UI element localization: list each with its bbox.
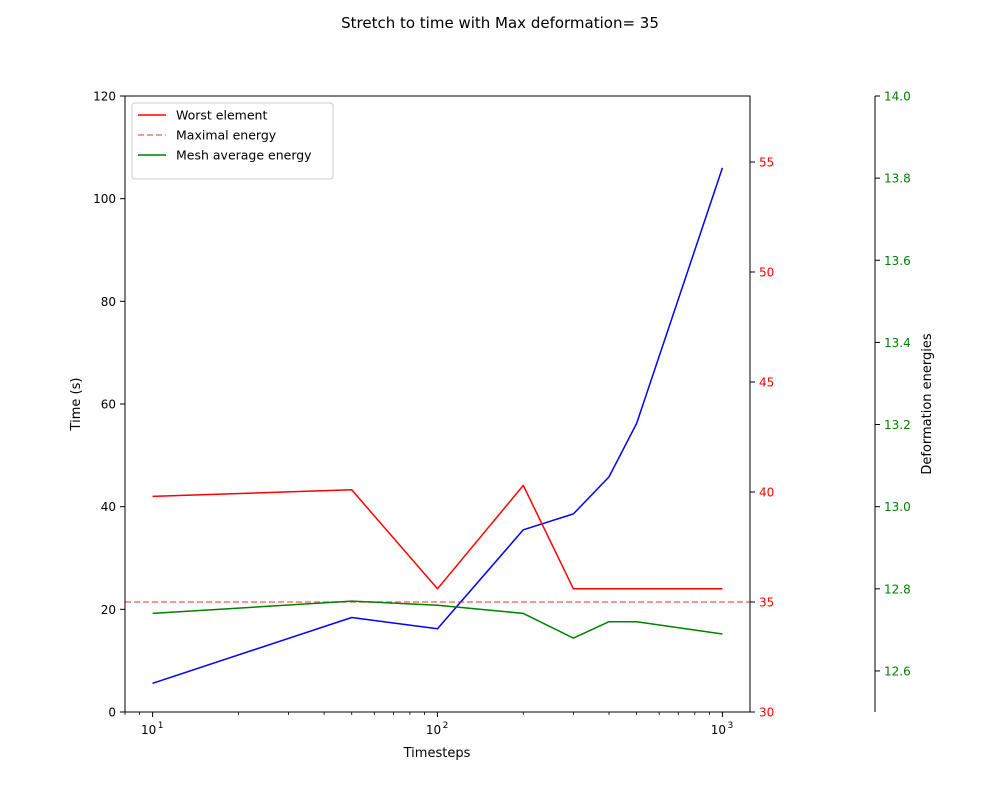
energy-tick-label: 13.6 bbox=[884, 254, 911, 268]
x-tick-exponent: 1 bbox=[158, 721, 164, 731]
legend-label: Mesh average energy bbox=[176, 148, 312, 163]
time-tick-label: 20 bbox=[101, 603, 116, 617]
x-tick-label: 10 bbox=[141, 723, 156, 737]
series-mesh-average-energy bbox=[152, 600, 723, 639]
legend-box bbox=[131, 102, 334, 180]
time-tick-label: 40 bbox=[101, 500, 116, 514]
energy-tick-label: 13.8 bbox=[884, 172, 911, 186]
worst-tick-label: 55 bbox=[759, 156, 774, 170]
legend: Worst element Maximal energy Mesh average … bbox=[131, 102, 334, 180]
energy-tick-label: 13.0 bbox=[884, 500, 911, 514]
time-tick-label: 100 bbox=[93, 192, 116, 206]
worst-tick-label: 45 bbox=[759, 376, 774, 390]
series-time-line bbox=[152, 167, 724, 685]
energy-tick-label: 12.6 bbox=[884, 664, 911, 678]
worst-tick-label: 35 bbox=[759, 596, 774, 610]
legend-label: Maximal energy bbox=[176, 128, 277, 143]
time-axis-label: Time (s) bbox=[69, 378, 84, 432]
worst-tick-label: 50 bbox=[759, 266, 774, 280]
x-axis-label: Timesteps bbox=[403, 746, 471, 761]
plot-frame bbox=[124, 95, 751, 713]
legend-label: Worst element bbox=[176, 108, 267, 123]
energy-tick-label: 12.8 bbox=[884, 582, 911, 596]
x-tick-label: 10 bbox=[426, 723, 441, 737]
series-worst-element bbox=[152, 484, 723, 590]
chart-title: Stretch to time with Max deformation= 35 bbox=[341, 14, 659, 32]
energy-tick-label: 14.0 bbox=[884, 90, 911, 104]
worst-tick-label: 30 bbox=[759, 706, 774, 720]
energy-tick-label: 13.4 bbox=[884, 336, 911, 350]
worst-tick-label: 40 bbox=[759, 486, 774, 500]
plot-series bbox=[125, 167, 750, 685]
axes: 10 1 10 2 10 302040608010012030354045505512.6… bbox=[93, 90, 911, 738]
time-tick-label: 60 bbox=[101, 398, 116, 412]
energy-axis-label: Deformation energies bbox=[920, 333, 935, 475]
x-tick-label: 10 bbox=[711, 723, 726, 737]
time-tick-label: 0 bbox=[108, 706, 116, 720]
time-tick-label: 80 bbox=[101, 295, 116, 309]
time-tick-label: 120 bbox=[93, 90, 116, 104]
energy-tick-label: 13.2 bbox=[884, 418, 911, 432]
x-tick-exponent: 2 bbox=[443, 721, 449, 731]
x-tick-exponent: 3 bbox=[728, 721, 734, 731]
